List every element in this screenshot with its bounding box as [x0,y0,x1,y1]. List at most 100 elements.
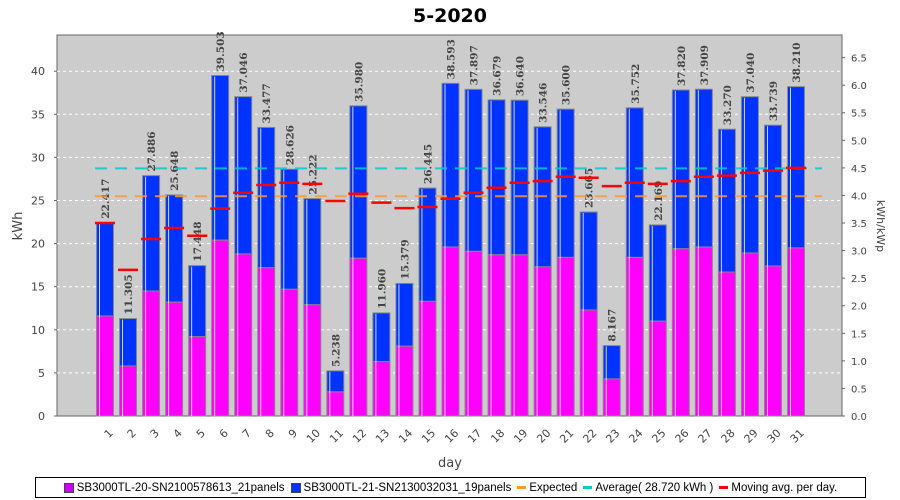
y-tick-label: 10 [31,324,45,337]
bar-inverter-20 [717,271,736,417]
bar-total-label: 37.820 [676,46,688,86]
y-tick-label: 30 [31,151,45,164]
y2-tick-label: 6.0 [851,81,867,92]
y2-tick-label: 3.0 [851,247,867,258]
y2-tick-label: 5.0 [851,136,867,147]
bar-inverter-20 [349,257,368,417]
x-tick-label: 1 [102,427,116,441]
x-tick-label: 12 [350,427,369,446]
x-tick-label: 11 [327,427,346,446]
y2-tick-label: 4.5 [851,164,867,175]
bar-total-label: 36.640 [515,56,527,96]
bar-inverter-20 [694,246,713,417]
y2-tick-label: 4.0 [851,191,867,202]
bar-total-label: 22.169 [653,181,665,221]
x-tick-label: 24 [626,427,645,446]
y2-tick-label: 1.5 [851,329,867,340]
x-tick-label: 17 [465,427,484,446]
y2-tick-label: 6.5 [851,54,867,65]
x-tick-label: 29 [742,427,761,446]
bar-total-label: 35.600 [561,65,573,105]
x-tick-label: 27 [696,427,715,446]
bar-inverter-20 [510,254,529,417]
x-tick-label: 22 [580,427,599,446]
x-tick-label: 16 [442,427,461,446]
y2-tick-label: 5.5 [851,109,867,120]
bar-total-label: 5.238 [330,334,342,367]
bar-inverter-20 [556,256,575,417]
x-tick-label: 20 [534,427,553,446]
x-tick-label: 10 [304,427,323,446]
bar-total-label: 11.960 [376,269,388,309]
x-tick-label: 23 [603,427,622,446]
bar-inverter-20 [395,345,414,417]
bar-inverter-20 [602,378,621,417]
bar-inverter-20 [441,246,460,417]
x-tick-label: 21 [557,427,576,446]
bar-total-label: 37.040 [745,53,757,93]
y-tick-label: 35 [31,108,45,121]
x-tick-label: 13 [373,427,392,446]
bar-total-label: 37.046 [238,52,250,92]
x-tick-label: 4 [171,427,185,441]
bar-inverter-20 [165,301,184,417]
bar-total-label: 35.752 [630,64,642,104]
legend-label: Expected [529,481,578,494]
bar-total-label: 26.445 [422,144,434,184]
bar-total-label: 33.739 [768,81,780,121]
legend-label: Moving avg. per day. [731,481,838,494]
y2-tick-label: 3.5 [851,219,867,230]
y2-tick-label: 0.0 [851,412,867,423]
legend-swatch [517,486,527,489]
bar-inverter-20 [418,300,437,417]
bar-total-label: 15.379 [399,239,411,279]
bar-total-label: 36.679 [492,56,504,96]
x-tick-label: 14 [396,427,415,446]
x-tick-label: 5 [194,427,208,441]
bar-total-label: 38.210 [791,42,803,82]
bar-total-label: 17.448 [192,221,204,261]
x-tick-label: 8 [263,427,277,441]
x-tick-label: 6 [217,427,231,441]
legend-label: SB3000TL-20-SN2100578613_21panels [76,481,285,494]
legend-label: SB3000TL-21-SN2130032031_19panels [303,481,512,494]
bar-total-label: 25.648 [169,151,181,191]
bar-total-label: 35.980 [353,62,365,102]
legend-swatch [63,482,74,493]
y-tick-label: 5 [38,367,45,380]
bar-inverter-20 [372,361,391,417]
bar-inverter-20 [648,320,667,417]
x-tick-label: 9 [286,427,300,441]
x-tick-label: 15 [419,427,438,446]
bar-total-label: 22.417 [100,179,112,219]
bar-total-label: 11.305 [123,274,135,314]
x-tick-label: 30 [765,427,784,446]
x-tick-label: 31 [788,427,807,446]
x-tick-label: 19 [511,427,530,446]
legend: SB3000TL-20-SN2100578613_21panels SB3000… [35,477,866,498]
x-tick-label: 7 [240,427,254,441]
bar-inverter-20 [142,290,161,417]
legend-item-inverter-20: SB3000TL-20-SN2100578613_21panels [63,481,285,494]
bar-inverter-20 [740,252,759,417]
bar-total-label: 8.167 [607,309,619,342]
legend-label: Average( 28.720 kWh ) [595,481,714,494]
x-tick-label: 18 [488,427,507,446]
y2-tick-label: 1.0 [851,357,867,368]
legend-item-inverter-21: SB3000TL-21-SN2130032031_19panels [290,481,512,494]
chart-title: 5-2020 [413,5,487,27]
x-tick-label: 2 [125,427,139,441]
bar-inverter-20 [119,365,138,417]
bar-inverter-20 [280,288,299,417]
bar-total-label: 33.546 [538,83,550,123]
bar-inverter-20 [464,250,483,417]
bar-inverter-20 [787,247,805,417]
bar-total-label: 37.909 [699,45,711,85]
bar-total-label: 38.593 [446,39,458,79]
y-axis-label: kWh [11,212,26,241]
bar-total-label: 25.222 [307,154,319,194]
y2-tick-label: 2.0 [851,302,867,313]
legend-swatch [583,486,593,489]
y-tick-label: 40 [31,65,45,78]
